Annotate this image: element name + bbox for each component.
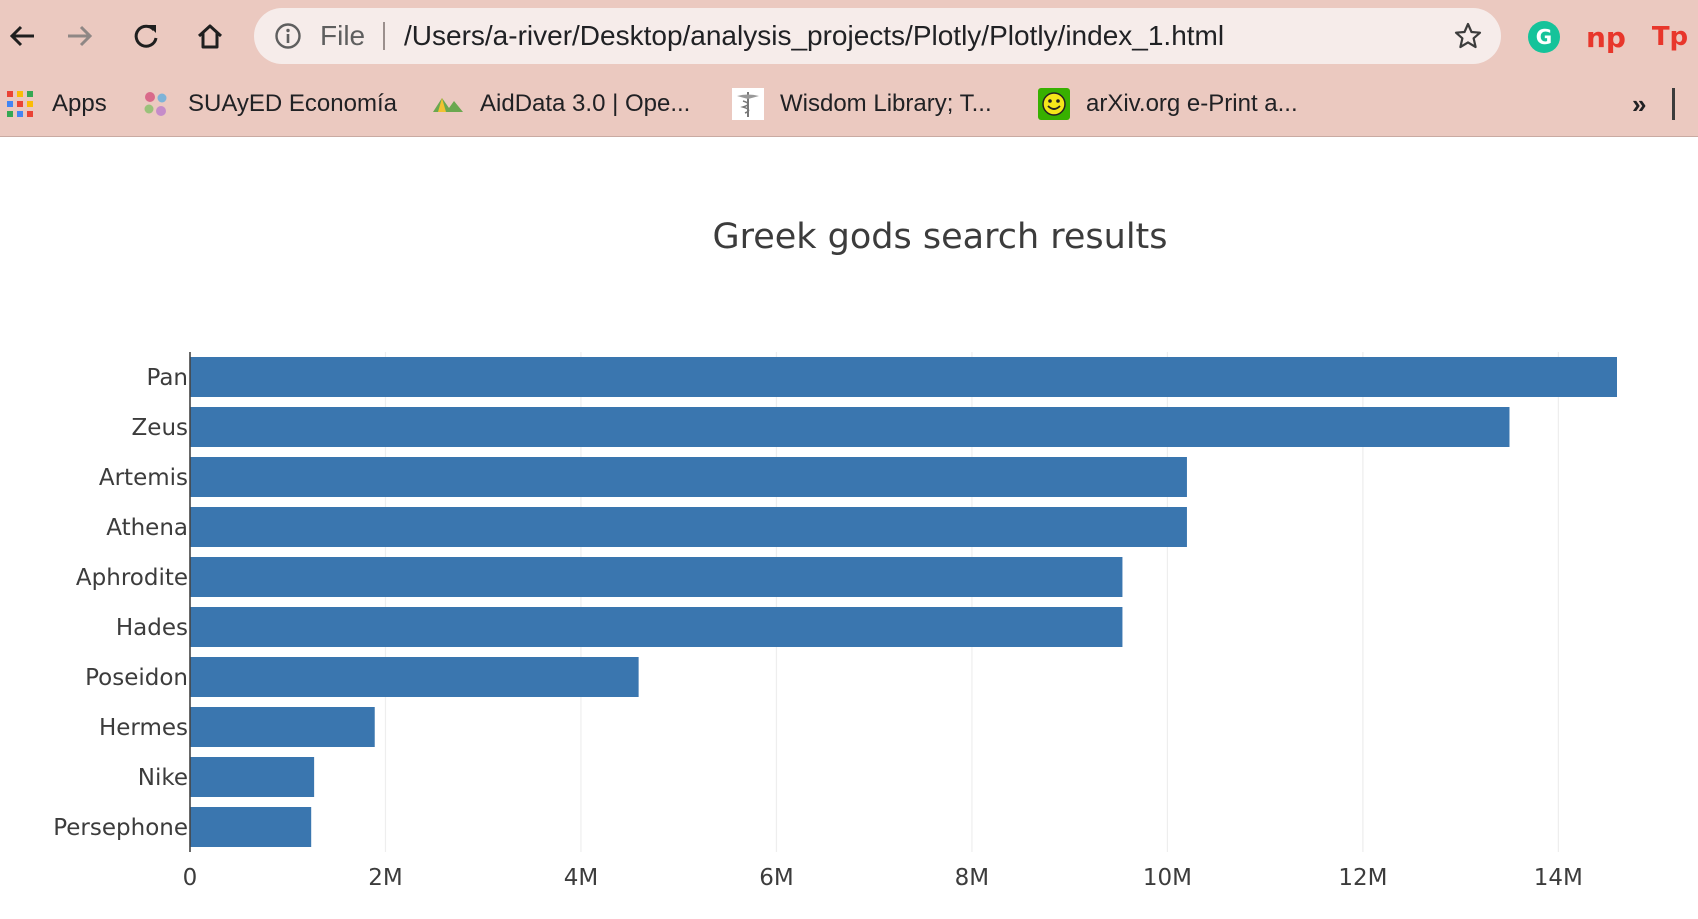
bookmarks-overflow-button[interactable]: » <box>1632 88 1647 119</box>
bookmark-label: Apps <box>52 90 107 117</box>
reload-icon <box>134 24 158 48</box>
x-tick-label: 12M <box>1338 865 1387 891</box>
grammarly-extension-button[interactable]: G <box>1522 15 1566 59</box>
np-extension-button[interactable]: np <box>1584 15 1628 59</box>
bookmark-star-icon[interactable] <box>1453 21 1483 51</box>
tp-extension-button[interactable]: Tp <box>1648 15 1692 59</box>
plot-area: Greek gods search results 0 2M 4M 6M 8M 10M 12… <box>0 137 1698 914</box>
grammarly-icon: G <box>1528 21 1560 53</box>
bar <box>190 707 375 747</box>
info-icon[interactable] <box>274 22 302 50</box>
bar <box>190 357 1617 397</box>
y-tick-label: Nike <box>138 765 188 791</box>
y-tick-label: Poseidon <box>85 665 188 691</box>
bookmark-label: Wisdom Library; T... <box>780 90 992 117</box>
url-text[interactable]: /Users/a-river/Desktop/analysis_projects… <box>404 20 1225 51</box>
aiddata-icon <box>432 88 464 120</box>
bar <box>190 457 1187 497</box>
np-extension-icon: np <box>1586 20 1626 54</box>
bookmarks-bar-divider <box>1672 88 1675 120</box>
bookmark-suayed[interactable]: SUAyED Economía <box>140 84 397 124</box>
suayed-icon <box>140 88 172 120</box>
home-icon <box>197 24 223 49</box>
address-divider <box>383 22 385 50</box>
bookmark-label: AidData 3.0 | Ope... <box>480 90 691 117</box>
bar <box>190 657 639 697</box>
y-tick-label: Artemis <box>99 465 188 491</box>
bar-chart: 0 2M 4M 6M 8M 10M 12M 14M Pan Zeus Artemis Athena Ap… <box>53 352 1617 891</box>
bookmark-aiddata[interactable]: AidData 3.0 | Ope... <box>432 84 690 124</box>
scheme-label: File <box>320 20 366 51</box>
bookmark-label: SUAyED Economía <box>188 90 397 117</box>
chart-title: Greek gods search results <box>712 217 1168 257</box>
back-button[interactable] <box>0 14 44 58</box>
bookmark-label: arXiv.org e-Print a... <box>1086 90 1298 117</box>
bar <box>190 607 1123 647</box>
y-tick-label: Pan <box>146 365 188 391</box>
bookmark-wisdom-library[interactable]: Wisdom Library; T... <box>732 84 992 124</box>
y-tick-label: Persephone <box>53 815 188 841</box>
x-tick-label: 4M <box>564 865 598 891</box>
forward-arrow-icon <box>68 25 93 47</box>
y-tick-label: Hades <box>116 615 188 641</box>
bar <box>190 407 1510 447</box>
x-tick-label: 10M <box>1143 865 1192 891</box>
address-bar[interactable]: File /Users/a-river/Desktop/analysis_pro… <box>254 8 1501 64</box>
home-button[interactable] <box>188 14 232 58</box>
y-tick-label: Aphrodite <box>76 565 188 591</box>
tp-extension-icon: Tp <box>1651 22 1689 52</box>
bar <box>190 757 315 797</box>
x-tick-label: 14M <box>1534 865 1583 891</box>
svg-text:G: G <box>1536 25 1552 49</box>
y-tick-label: Zeus <box>132 415 188 441</box>
bookmark-apps[interactable]: Apps <box>4 84 107 124</box>
x-tick-label: 2M <box>368 865 402 891</box>
caduceus-icon <box>732 88 764 120</box>
bar <box>190 557 1123 597</box>
arxiv-smiley-icon <box>1038 88 1070 120</box>
x-tick-label: 6M <box>759 865 793 891</box>
x-tick-label: 8M <box>955 865 989 891</box>
x-tick-label: 0 <box>183 865 198 891</box>
apps-grid-icon <box>4 88 36 120</box>
browser-chrome: File /Users/a-river/Desktop/analysis_pro… <box>0 0 1698 137</box>
y-tick-label: Hermes <box>99 715 188 741</box>
bookmark-arxiv[interactable]: arXiv.org e-Print a... <box>1038 84 1298 124</box>
bar <box>190 807 312 847</box>
y-tick-label: Athena <box>106 515 188 541</box>
reload-button[interactable] <box>124 14 168 58</box>
forward-button[interactable] <box>58 14 102 58</box>
bar <box>190 507 1187 547</box>
back-arrow-icon <box>9 25 34 47</box>
